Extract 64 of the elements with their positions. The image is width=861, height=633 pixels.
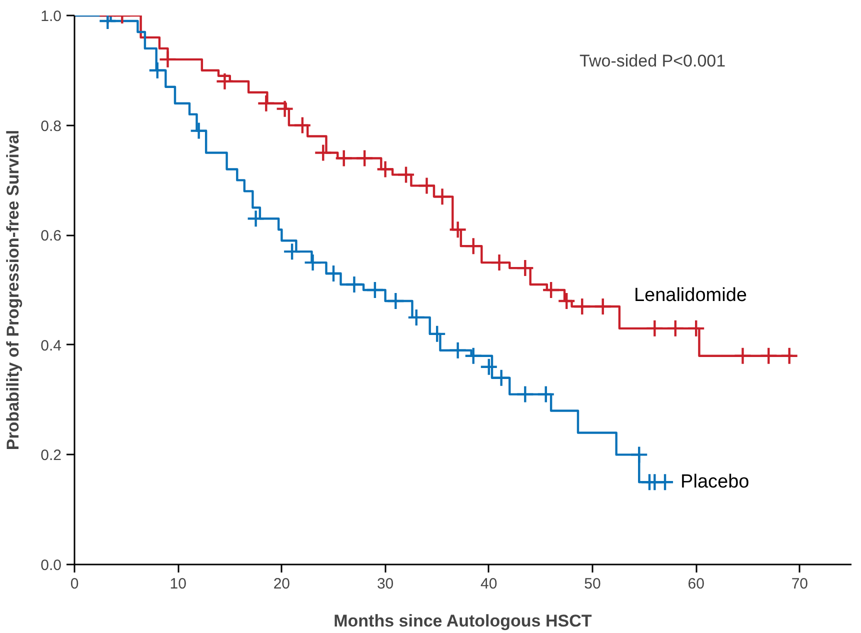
point — [158, 50, 177, 69]
y-tick-label: 0.4 — [40, 337, 62, 354]
point — [780, 346, 798, 365]
x-axis-title: Months since Autologous HSCT — [334, 612, 592, 630]
y-tick-label: 0.6 — [40, 228, 62, 245]
point — [448, 341, 467, 360]
point — [366, 280, 384, 300]
point — [464, 346, 482, 365]
x-tick-label: 40 — [480, 576, 498, 592]
point — [448, 220, 467, 239]
x-tick-label: 20 — [273, 576, 290, 592]
x-tick-label: 30 — [376, 576, 394, 592]
point — [492, 368, 510, 387]
point — [666, 319, 684, 338]
point — [480, 358, 498, 376]
y-axis-title: Probability of Progression-free Survival — [4, 130, 23, 450]
point — [656, 473, 674, 492]
point — [428, 324, 446, 344]
y-tick-label: 0.0 — [40, 557, 62, 574]
point — [257, 94, 276, 112]
x-tick-label: 0 — [70, 576, 79, 592]
point — [760, 346, 778, 365]
point — [355, 149, 374, 168]
point — [190, 122, 208, 140]
point — [687, 319, 706, 338]
point — [464, 236, 482, 256]
point — [334, 149, 353, 168]
point — [594, 297, 612, 316]
point — [324, 264, 343, 283]
point — [542, 280, 560, 300]
point — [345, 275, 364, 294]
x-tick-label: 70 — [791, 576, 808, 592]
point — [276, 100, 294, 118]
point — [396, 166, 416, 184]
point — [734, 346, 752, 365]
series-label: Placebo — [680, 472, 750, 493]
y-tick-label: 0.2 — [40, 447, 62, 464]
point — [490, 253, 508, 272]
point — [304, 253, 322, 272]
point — [558, 292, 576, 310]
y-tick-label: 1.0 — [40, 8, 62, 25]
point — [516, 385, 534, 404]
point — [536, 385, 555, 404]
point — [148, 61, 166, 80]
point — [418, 176, 436, 195]
point — [376, 160, 394, 178]
point — [314, 144, 332, 162]
x-tick-label: 10 — [170, 576, 186, 592]
point — [246, 210, 265, 228]
x-tick-label: 60 — [688, 576, 704, 592]
x-tick-label: 50 — [584, 576, 601, 592]
point — [282, 242, 302, 261]
point — [630, 446, 648, 464]
point — [516, 258, 534, 278]
point — [573, 297, 592, 316]
annotation: Two-sided P<0.001 — [580, 51, 726, 70]
point — [293, 116, 312, 134]
point — [407, 308, 426, 327]
series-label: Lenalidomide — [634, 284, 747, 306]
point — [216, 72, 234, 90]
point — [386, 292, 405, 310]
point — [433, 188, 452, 206]
point — [646, 319, 664, 338]
y-tick-label: 0.8 — [40, 118, 62, 135]
